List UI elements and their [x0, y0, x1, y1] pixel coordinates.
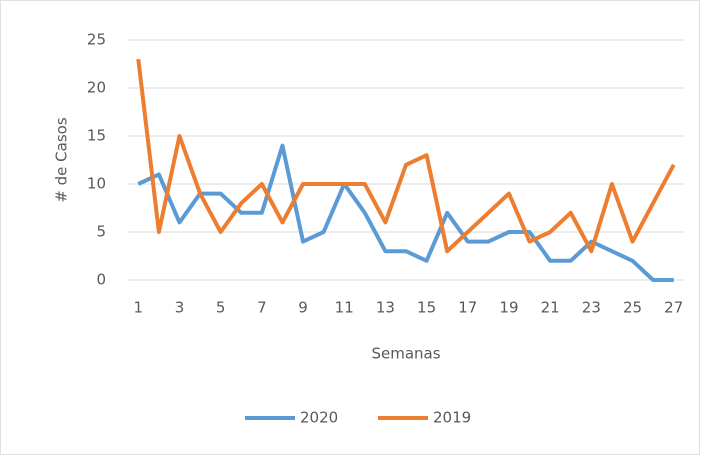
series-line: [137, 143, 674, 282]
x-tick-label: 5: [216, 299, 226, 317]
legend-label: 2019: [433, 409, 471, 427]
y-axis-label: # de Casos: [53, 117, 71, 203]
y-tick-label: 10: [87, 175, 106, 193]
y-tick-label: 25: [87, 31, 106, 49]
series-line: [136, 58, 676, 254]
x-tick-label: 25: [623, 299, 642, 317]
y-tick-label: 20: [87, 79, 106, 97]
x-tick-label: 17: [458, 299, 477, 317]
x-tick-label: 9: [298, 299, 308, 317]
x-axis-label: Semanas: [371, 345, 440, 363]
y-tick-label: 0: [96, 271, 106, 289]
x-tick-label: 27: [664, 299, 683, 317]
x-tick-label: 13: [376, 299, 395, 317]
legend-label: 2020: [300, 409, 338, 427]
x-tick-label: 21: [541, 299, 560, 317]
y-tick-label: 5: [96, 223, 106, 241]
x-tick-label: 3: [175, 299, 185, 317]
x-tick-label: 7: [257, 299, 267, 317]
x-tick-label: 1: [134, 299, 144, 317]
x-tick-label: 19: [499, 299, 518, 317]
y-tick-label: 15: [87, 127, 106, 145]
x-tick-label: 15: [417, 299, 436, 317]
x-tick-label: 11: [335, 299, 354, 317]
x-tick-label: 23: [582, 299, 601, 317]
